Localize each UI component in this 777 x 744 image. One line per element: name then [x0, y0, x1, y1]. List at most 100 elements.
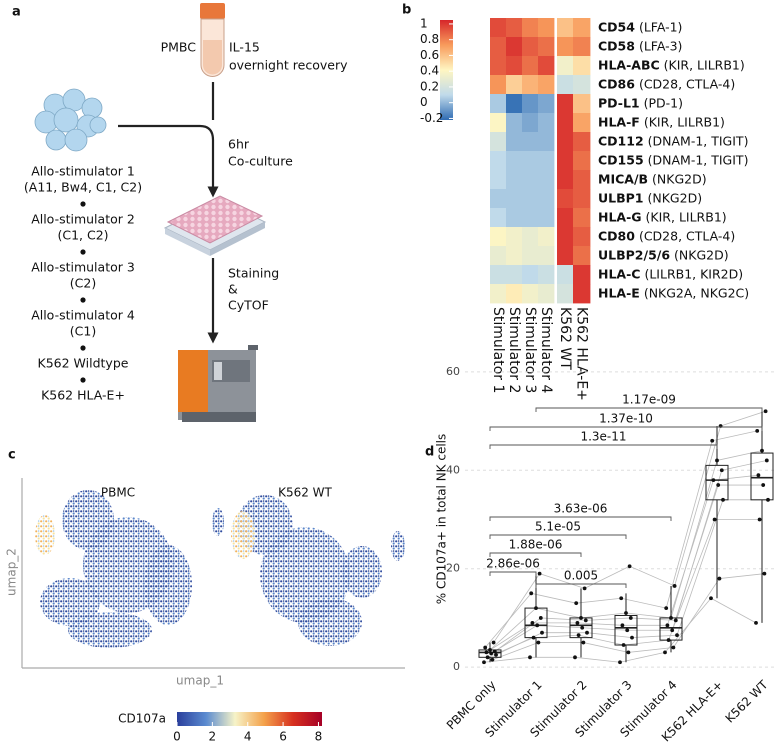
p-value: 2.86e-06 [486, 557, 540, 571]
heatmap-cell [522, 75, 539, 95]
umap-high-cells [35, 511, 255, 559]
colorbar-tick-label: 0 [420, 95, 428, 109]
pair-line [625, 612, 672, 619]
heatmap-cell [538, 265, 555, 285]
colorbar-tick-label: 4 [244, 730, 252, 744]
colorbar-tick-label: 6 [279, 730, 287, 744]
heatmap-cell [538, 189, 555, 209]
heatmap-cell [538, 246, 555, 266]
pair-line [630, 617, 676, 621]
point [766, 497, 770, 502]
p-value: 1.3e-11 [580, 430, 626, 444]
p-value: 0.005 [564, 569, 598, 583]
panel-label: a [12, 5, 21, 20]
row-ligand: (PD-1) [644, 95, 683, 110]
heatmap-cell [573, 208, 591, 228]
heatmap-cell [573, 94, 591, 114]
row-label: CD80 (CD28, CTLA-4) [598, 228, 735, 243]
point [530, 620, 535, 625]
row-label: PD-L1 (PD-1) [598, 95, 683, 110]
row-ligand: (NKG2D) [674, 247, 729, 262]
row-label: HLA-G (KIR, LILRB1) [598, 209, 727, 224]
row-marker: ULBP1 [598, 190, 644, 205]
comparison-bracket [489, 571, 537, 576]
heatmap-cell [506, 227, 523, 247]
point [580, 625, 585, 630]
comparison-bracket [535, 407, 763, 412]
heatmap-cell [490, 265, 507, 285]
row-ligand: (NKG2A, NKG2C) [644, 285, 749, 300]
p-value: 1.17e-09 [622, 393, 676, 407]
point [485, 655, 490, 660]
heatmap-cell [522, 246, 539, 266]
row-marker: PD-L1 [598, 95, 640, 110]
point [630, 635, 634, 640]
heatmap-cell [490, 132, 507, 152]
row-marker: CD155 [598, 152, 644, 167]
heatmap-cell [557, 151, 574, 171]
tube-cap [200, 3, 225, 19]
heatmap-cell [538, 170, 555, 190]
pair-line [673, 578, 720, 648]
pair-line [586, 632, 633, 639]
row-label: MICA/B (NKG2D) [598, 171, 707, 186]
pair-line [628, 647, 674, 653]
bullet [80, 377, 86, 383]
heatmap-cell [538, 18, 555, 38]
point [664, 606, 669, 610]
umap-title: PBMC [101, 486, 135, 500]
row-ligand: (KIR, LILRB1) [644, 114, 725, 129]
heatmap-cell [506, 189, 523, 209]
y-tick-label: 60 [446, 365, 460, 378]
colorbar-tick-label: 0.6 [420, 48, 439, 62]
step-label: 6hr [228, 137, 250, 152]
stimulator-name: K562 Wildtype [38, 356, 129, 371]
point [756, 473, 761, 478]
point [492, 649, 497, 654]
point [528, 655, 532, 660]
row-ligand: (CD28, CTLA-4) [639, 228, 735, 243]
heatmap-cell [557, 75, 574, 95]
heatmap-cell [522, 227, 539, 247]
stimulator-name: K562 HLA-E+ [41, 388, 125, 403]
column-label: K562 HLA-E+ [574, 307, 590, 401]
heatmap-cell [490, 18, 507, 38]
heatmap-cell [538, 94, 555, 114]
row-label: ULBP1 (NKG2D) [598, 190, 702, 205]
pair-line [580, 612, 627, 619]
pair-line [670, 460, 718, 619]
box [750, 452, 774, 501]
point [760, 448, 764, 453]
heatmap-cell [490, 37, 507, 57]
pair-line [535, 607, 582, 619]
heatmap-cell [506, 37, 523, 57]
stimulator-name: Allo-stimulator 3 [31, 260, 135, 275]
point [666, 638, 671, 642]
heatmap-cell [506, 265, 523, 285]
point [583, 618, 588, 623]
heatmap-cell [506, 18, 523, 38]
row-ligand: (DNAM-1, TIGIT) [648, 133, 749, 148]
pair-line [531, 592, 577, 604]
tube-label: PMBC [161, 40, 197, 55]
heatmap-cell [490, 227, 507, 247]
point [710, 438, 715, 443]
pair-line [489, 607, 537, 651]
y-axis-label: % CD107a+ in total NK cells [435, 434, 449, 605]
pair-line [576, 597, 622, 604]
heatmap-cell [573, 113, 591, 133]
p-value: 3.63e-06 [554, 502, 608, 516]
row-ligand: (NKG2D) [648, 190, 703, 205]
stimulator-name: Allo-stimulator 4 [31, 308, 135, 323]
column-label: Stimulator 2 [506, 307, 522, 393]
treatment: IL-15 [229, 40, 260, 55]
point [484, 650, 489, 655]
row-label: CD86 (CD28, CTLA-4) [598, 76, 735, 91]
row-marker: CD80 [598, 228, 635, 243]
arrow [118, 124, 219, 198]
point [709, 596, 713, 601]
heatmap-cell [557, 265, 574, 285]
row-ligand: (DNAM-1, TIGIT) [648, 152, 749, 167]
row-label: CD58 (LFA-3) [598, 38, 682, 53]
